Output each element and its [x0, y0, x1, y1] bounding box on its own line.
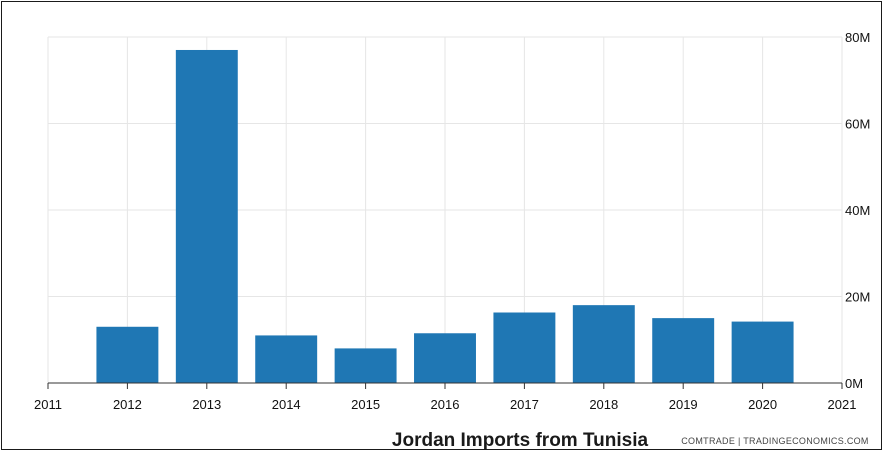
x-tick-label-2013: 2013 — [192, 397, 221, 412]
y-tick-label-80: 80M — [845, 30, 870, 45]
x-tick-label-2015: 2015 — [351, 397, 380, 412]
bar-2013 — [175, 49, 238, 383]
bar-2019 — [652, 318, 715, 383]
y-tick-label-0: 0M — [845, 376, 863, 391]
y-tick-label-20: 20M — [845, 290, 870, 305]
y-tick-label-60: 60M — [845, 117, 870, 132]
bar-2020 — [731, 321, 794, 383]
x-tick-label-2018: 2018 — [589, 397, 618, 412]
x-tick-label-2019: 2019 — [669, 397, 698, 412]
y-axis: 0M 20M 40M 60M 80M — [845, 30, 870, 391]
x-tick-label-2012: 2012 — [113, 397, 142, 412]
x-tick-label-2017: 2017 — [510, 397, 539, 412]
x-axis: 2011 2012 2013 2014 2015 2016 2017 2018 2019 2020… — [34, 382, 857, 412]
bar-2015 — [334, 348, 397, 383]
y-tick-label-40: 40M — [845, 203, 870, 218]
bar-2014 — [255, 335, 318, 383]
x-tick-label-2016: 2016 — [431, 397, 460, 412]
x-tick-label-2021: 2021 — [828, 397, 857, 412]
x-tick-label-2011: 2011 — [34, 397, 62, 412]
x-tick-label-2020: 2020 — [748, 397, 777, 412]
bars — [96, 49, 794, 383]
chart-title: Jordan Imports from Tunisia — [392, 430, 649, 451]
bar-2016 — [414, 333, 476, 383]
chart-source: COMTRADE | TRADINGECONOMICS.COM — [681, 436, 868, 446]
x-tick-label-2014: 2014 — [272, 397, 301, 412]
grid-lines — [47, 36, 843, 383]
bar-2017 — [493, 312, 556, 383]
bar-2018 — [572, 305, 635, 383]
bar-2012 — [96, 326, 159, 383]
